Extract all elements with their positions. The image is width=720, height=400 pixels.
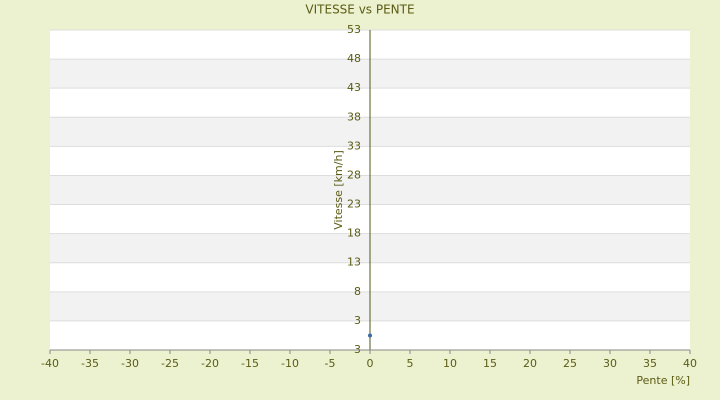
x-tick-label: 0: [367, 357, 374, 370]
y-tick-label: 28: [347, 168, 361, 181]
y-tick-label: 38: [347, 110, 361, 123]
x-tick-label: 40: [683, 357, 697, 370]
x-axis-label: Pente [%]: [636, 374, 690, 387]
y-tick-label: 18: [347, 227, 361, 240]
x-tick-label: 15: [483, 357, 497, 370]
point: [368, 333, 372, 338]
x-tick-label: -40: [41, 357, 59, 370]
y-tick-label: 48: [347, 52, 361, 65]
y-tick-label: 53: [347, 23, 361, 36]
y-tick-label: 23: [347, 198, 361, 211]
y-tick-label: 43: [347, 81, 361, 94]
x-tick-label: -30: [121, 357, 139, 370]
plot-area: [50, 29, 690, 351]
y-tick-label: 8: [354, 285, 361, 298]
x-tick-label: -20: [201, 357, 219, 370]
x-tick-label: -5: [325, 357, 336, 370]
x-tick-label: -25: [161, 357, 179, 370]
x-tick-label: 20: [523, 357, 537, 370]
x-tick-label: 25: [563, 357, 577, 370]
x-tick-label: -35: [81, 357, 99, 370]
x-tick-label: 10: [443, 357, 457, 370]
y-tick-label: 33: [347, 139, 361, 152]
x-tick-label: -15: [241, 357, 259, 370]
x-tick-label: 35: [643, 357, 657, 370]
x-tick-label: -10: [281, 357, 299, 370]
x-tick-label: 5: [407, 357, 414, 370]
y-tick-label: 13: [347, 256, 361, 269]
x-tick-label: 30: [603, 357, 617, 370]
chart-title: VITESSE vs PENTE: [305, 3, 414, 17]
y-tick-label: 3: [354, 314, 361, 327]
y-axis-label: Vitesse [km/h]: [332, 150, 345, 230]
